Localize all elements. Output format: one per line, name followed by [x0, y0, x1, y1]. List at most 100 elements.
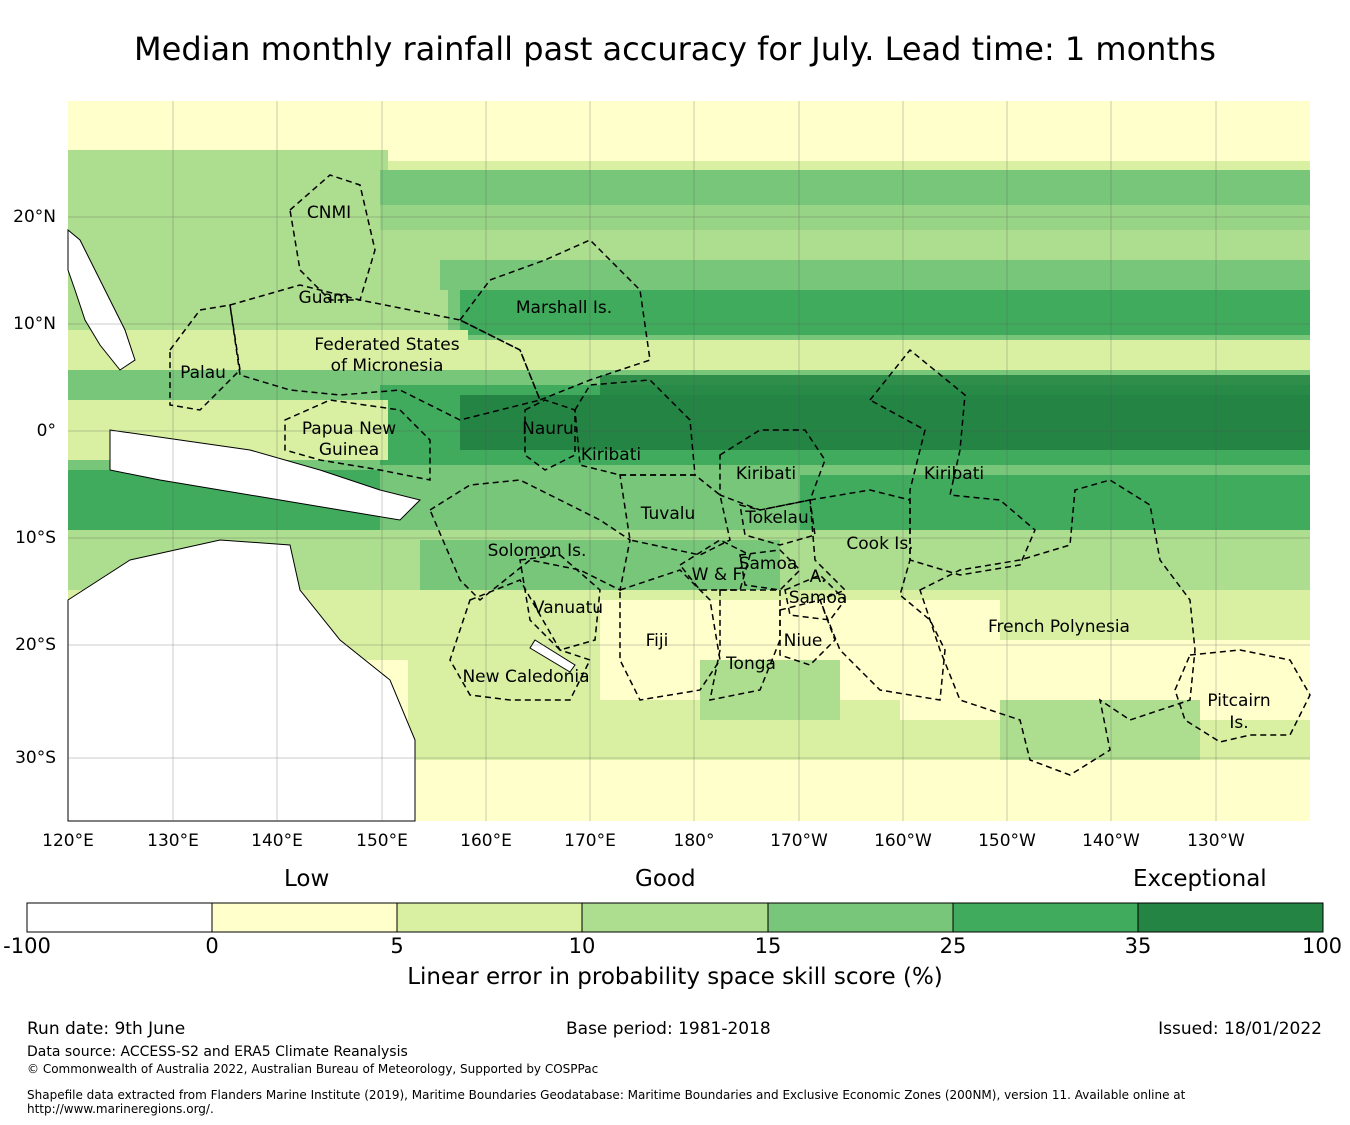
- tokelau-eez: [739, 499, 816, 546]
- region-label-tokelau: Tokelau: [744, 508, 809, 528]
- region-label-guam: Guam: [299, 288, 350, 308]
- eez-boundaries: [169, 174, 1311, 776]
- legend-category-good: Good: [635, 866, 696, 892]
- region-label-vanuatu: Vanuatu: [533, 598, 603, 618]
- colorbar-swatch: [952, 902, 1139, 933]
- lon-label: 150°W: [978, 831, 1036, 851]
- lon-label: 130°E: [147, 831, 199, 851]
- lat-label: 20°N: [13, 207, 56, 227]
- region-label-cook: Cook Is.: [846, 534, 913, 554]
- lon-label: 140°W: [1082, 831, 1140, 851]
- region-label-kiribati-c: Kiribati: [736, 464, 796, 484]
- colorbar-swatch: [211, 902, 398, 933]
- png-eez: [284, 399, 431, 481]
- region-label-tuvalu: Tuvalu: [640, 504, 696, 524]
- lon-label: 170°E: [564, 831, 616, 851]
- lat-label: 20°S: [15, 635, 56, 655]
- region-label-kiribati-w: Kiribati: [581, 445, 641, 465]
- kiribati-e-eez: [868, 348, 1036, 576]
- lat-label: 10°N: [13, 314, 56, 334]
- region-label-fsm: Federated States: [314, 335, 459, 355]
- land-outlines: [67, 228, 576, 822]
- region-label-fsm: of Micronesia: [331, 356, 444, 376]
- lon-label: 130°W: [1187, 831, 1245, 851]
- data-source: Data source: ACCESS-S2 and ERA5 Climate …: [27, 1044, 408, 1060]
- cook-eez: [809, 489, 946, 701]
- colorbar-swatch: [26, 902, 213, 933]
- lon-label: 160°E: [460, 831, 512, 851]
- lon-label: 180°: [674, 831, 715, 851]
- tuvalu-eez: [619, 474, 731, 556]
- lon-label: 160°W: [874, 831, 932, 851]
- colorbar: [26, 902, 1324, 933]
- niue-eez: [779, 599, 836, 666]
- new-guinea-outline: [109, 429, 421, 521]
- graticule: [68, 101, 1310, 821]
- asamoa-eez: [784, 574, 846, 621]
- issued-date: Issued: 18/01/2022: [1158, 1019, 1322, 1039]
- region-label-fiji: Fiji: [646, 631, 669, 651]
- region-label-png: Guinea: [319, 440, 379, 460]
- legend-category-exceptional: Exceptional: [1133, 866, 1267, 892]
- colorbar-swatch: [396, 902, 583, 933]
- region-label-marshall: Marshall Is.: [516, 298, 612, 318]
- new-caledonia-outline: [529, 639, 576, 673]
- australia-outline: [67, 539, 416, 822]
- colorbar-tick: 25: [939, 934, 967, 958]
- region-label-pitcairn: Pitcairn: [1207, 691, 1270, 711]
- colorbar-tick: 35: [1124, 934, 1152, 958]
- copyright: © Commonwealth of Australia 2022, Austra…: [27, 1062, 599, 1076]
- lat-label: 10°S: [15, 528, 56, 548]
- colorbar-swatch: [1137, 902, 1324, 933]
- region-label-palau: Palau: [180, 363, 226, 383]
- region-label-asamoa: A.: [810, 567, 827, 587]
- region-label-tonga: Tonga: [725, 654, 776, 674]
- region-label-kiribati-e: Kiribati: [924, 464, 984, 484]
- kiribati-w-eez: [574, 379, 696, 476]
- base-period: Base period: 1981-2018: [566, 1019, 771, 1039]
- fsm-eez: [229, 284, 542, 421]
- colorbar-tick: -100: [3, 934, 51, 958]
- lon-label: 150°E: [356, 831, 408, 851]
- region-label-wf: W & F: [692, 565, 743, 585]
- kiribati-c-eez: [719, 429, 826, 511]
- region-label-cnmi: CNMI: [307, 203, 351, 223]
- region-label-solomon: Solomon Is.: [488, 541, 587, 561]
- legend-category-low: Low: [284, 866, 330, 892]
- vanuatu-eez: [519, 554, 601, 651]
- region-label-french-polynesia: French Polynesia: [988, 617, 1130, 637]
- lon-label: 120°E: [42, 831, 94, 851]
- longitude-labels: 120°E 130°E 140°E 150°E 160°E 170°E 180°…: [42, 831, 1245, 851]
- region-label-asamoa: Samoa: [789, 588, 848, 608]
- wf-eez: [678, 539, 751, 591]
- marshall-eez: [458, 239, 651, 401]
- fiji-eez: [619, 569, 721, 701]
- colorbar-tick: 0: [205, 934, 219, 958]
- region-label-new-caledonia: New Caledonia: [462, 667, 589, 687]
- colorbar-tick: 5: [390, 934, 404, 958]
- lat-label: 30°S: [15, 748, 56, 768]
- colorbar-tick: 10: [568, 934, 596, 958]
- region-label-samoa: Samoa: [739, 554, 798, 574]
- palau-eez: [169, 304, 241, 411]
- lon-label: 170°W: [770, 831, 828, 851]
- shapefile-credit: Shapefile data extracted from Flanders M…: [27, 1088, 1186, 1116]
- region-label-nauru: Nauru: [522, 419, 574, 439]
- pitcairn-eez: [1174, 649, 1311, 743]
- lat-label: 0°: [37, 421, 56, 441]
- map-panel: [68, 101, 1310, 821]
- run-date: Run date: 9th June: [27, 1019, 186, 1039]
- region-label-pitcairn: Is.: [1229, 713, 1248, 733]
- philippines-outline: [67, 228, 136, 371]
- region-label-png: Papua New: [302, 419, 396, 439]
- colorbar-swatch: [581, 902, 769, 933]
- latitude-labels: 20°N 10°N 0° 10°S 20°S 30°S: [13, 207, 56, 768]
- samoa-eez: [739, 549, 802, 591]
- region-labels: CNMI Guam Marshall Is. Palau Federated S…: [180, 203, 1271, 733]
- lon-label: 140°E: [251, 831, 303, 851]
- region-label-niue: Niue: [784, 631, 823, 651]
- tonga-eez: [709, 589, 781, 701]
- colorbar-tick: 100: [1301, 934, 1343, 958]
- colorbar-title: Linear error in probability space skill …: [407, 964, 943, 990]
